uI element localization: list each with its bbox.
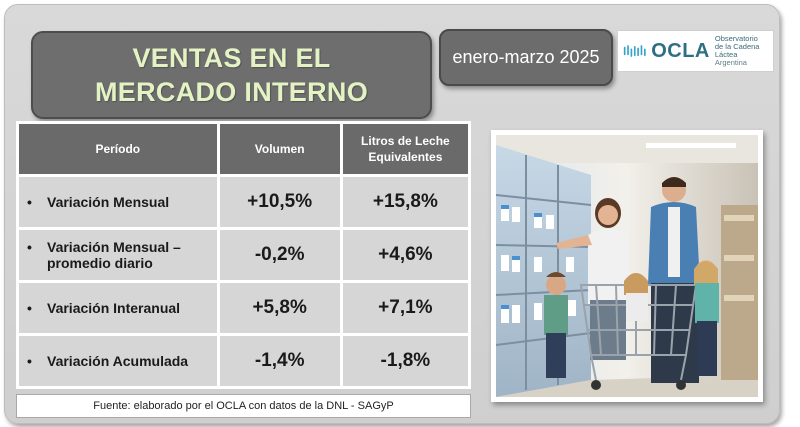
litros-value: +7,1% — [339, 280, 472, 336]
logo-subtitle-line-2: de la Cadena Láctea — [714, 42, 760, 59]
page-title: VENTAS EN EL MERCADO INTERNO — [95, 43, 368, 107]
table-header-row: Período Volumen Litros de Leche Equivale… — [16, 121, 472, 177]
date-range-text: enero-marzo 2025 — [452, 47, 600, 67]
table-row: • Variación Acumulada -1,4% -1,8% — [16, 333, 472, 389]
row-label: • Variación Interanual — [16, 280, 220, 336]
sales-table: Período Volumen Litros de Leche Equivale… — [16, 121, 472, 389]
litros-value: -1,8% — [339, 333, 472, 389]
date-range-badge: enero-marzo 2025 — [439, 29, 613, 86]
volumen-value: -0,2% — [216, 227, 343, 283]
volumen-value: +5,8% — [216, 280, 343, 336]
bullet-icon: • — [27, 239, 32, 255]
bullet-icon: • — [27, 194, 32, 210]
bullet-icon: • — [27, 353, 32, 369]
row-label-text: Variación Mensual – promedio diario — [47, 239, 181, 271]
table-row: • Variación Mensual – promedio diario -0… — [16, 227, 472, 283]
volumen-value: -1,4% — [216, 333, 343, 389]
header-periodo: Período — [16, 121, 220, 177]
row-label-text: Variación Acumulada — [47, 353, 189, 369]
table-row: • Variación Interanual +5,8% +7,1% — [16, 280, 472, 336]
bullet-icon: • — [27, 300, 32, 316]
logo-subtitle-line-1: Observatorio — [714, 34, 758, 43]
source-note: Fuente: elaborado por el OCLA con datos … — [16, 394, 471, 418]
volumen-value: +10,5% — [216, 174, 343, 230]
logo-subtitle-line-3: Argentina — [714, 58, 747, 67]
litros-value: +15,8% — [339, 174, 472, 230]
header-volumen: Volumen — [216, 121, 343, 177]
family-shopping-illustration — [496, 135, 758, 397]
litros-value: +4,6% — [339, 227, 472, 283]
table-row: • Variación Mensual +10,5% +15,8% — [16, 174, 472, 230]
header-litros: Litros de Leche Equivalentes — [339, 121, 472, 177]
logo-name: OCLA — [651, 39, 710, 62]
title-box: VENTAS EN EL MERCADO INTERNO — [31, 31, 432, 119]
row-label: • Variación Mensual — [16, 174, 220, 230]
row-label: • Variación Mensual – promedio diario — [16, 227, 220, 283]
supermarket-photo — [491, 130, 763, 402]
row-label-text: Variación Mensual — [47, 194, 170, 210]
ocla-logo: OCLA Observatorio de la Cadena Láctea Ar… — [617, 30, 774, 72]
wave-logo-icon — [623, 45, 646, 57]
logo-subtitle: Observatorio de la Cadena Láctea Argenti… — [715, 35, 773, 67]
row-label: • Variación Acumulada — [16, 333, 220, 389]
row-label-text: Variación Interanual — [47, 300, 181, 316]
